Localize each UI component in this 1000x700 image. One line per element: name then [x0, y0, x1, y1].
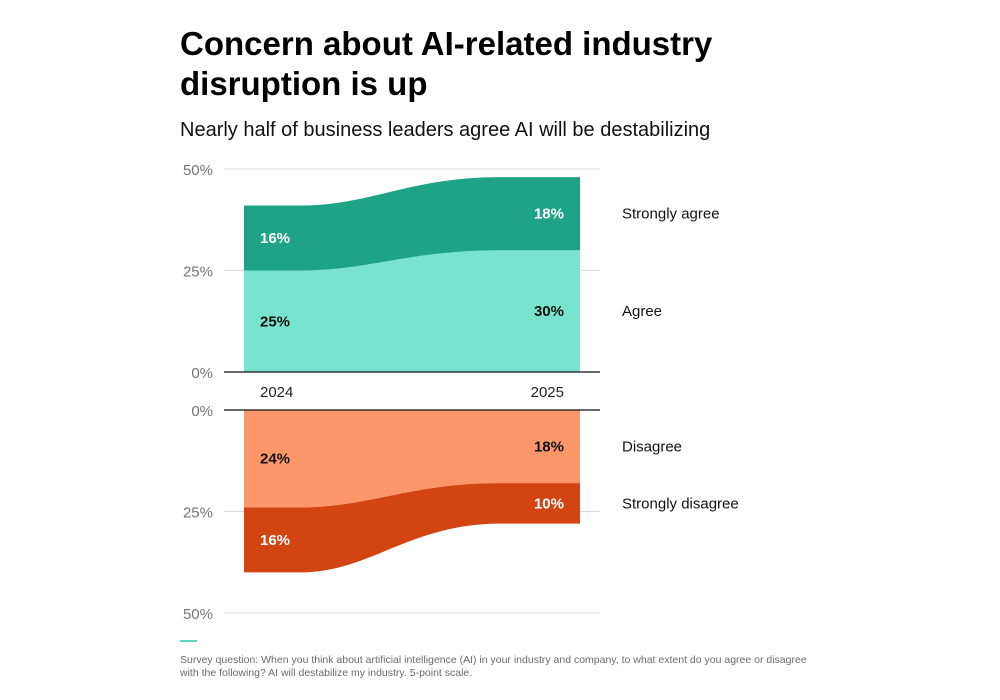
axes: [224, 371, 600, 411]
x-tick-label: 2024: [260, 384, 293, 401]
y-tick-label: 50%: [183, 606, 213, 623]
area-agree: [244, 250, 580, 372]
legend-disagree: Disagree: [622, 439, 682, 456]
data-label: 25%: [260, 313, 290, 330]
footnote: Survey question: When you think about ar…: [180, 654, 807, 679]
chart-subtitle: Nearly half of business leaders agree AI…: [180, 119, 711, 141]
data-label: 18%: [534, 439, 564, 456]
data-label: 30%: [534, 303, 564, 320]
x-tick-labels: 2024 2025: [260, 384, 564, 401]
y-tick-label: 50%: [183, 162, 213, 179]
data-label: 18%: [534, 206, 564, 223]
y-tick-label: 25%: [183, 505, 213, 522]
data-label: 24%: [260, 451, 290, 468]
area-strongly-disagree: [244, 483, 580, 573]
data-label: 16%: [260, 230, 290, 247]
areas: [244, 177, 580, 573]
footnote-accent-line: [180, 640, 197, 642]
data-label: 16%: [260, 532, 290, 549]
area-strongly-agree: [244, 177, 580, 271]
data-label: 10%: [534, 495, 564, 512]
data-labels: 25% 30% 16% 18% 24% 18% 16% 10%: [260, 206, 564, 549]
y-tick-label: 0%: [191, 365, 213, 382]
legend-strongly-disagree: Strongly disagree: [622, 495, 739, 512]
y-tick-labels: 50% 25% 0% 0% 25% 50%: [183, 162, 213, 623]
y-tick-label: 25%: [183, 264, 213, 281]
x-tick-label: 2025: [531, 384, 564, 401]
area-disagree: [244, 410, 580, 508]
legend: Strongly agree Agree Disagree Strongly disa…: [622, 206, 739, 513]
y-tick-label: 0%: [191, 403, 213, 420]
chart-title: Concern about AI-related industry disrup…: [180, 25, 713, 102]
legend-agree: Agree: [622, 303, 662, 320]
legend-strongly-agree: Strongly agree: [622, 206, 720, 223]
